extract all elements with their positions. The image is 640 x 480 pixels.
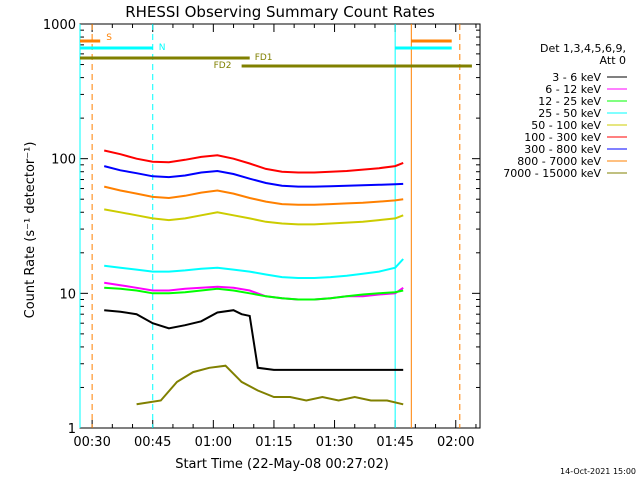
y-tick-label: 1 — [68, 422, 76, 437]
x-tick-label: 01:15 — [255, 435, 292, 450]
plot-frame — [79, 23, 481, 429]
legend-label: 800 - 7000 keV — [517, 155, 601, 168]
x-axis-label: Start Time (22-May-08 00:27:02) — [175, 457, 389, 472]
x-tick-label: 00:30 — [73, 435, 110, 450]
series-line — [104, 286, 404, 301]
y-axis-label: Count Rate (s⁻¹ detector⁻¹) — [23, 142, 38, 319]
series-line — [104, 309, 404, 371]
series-line — [104, 208, 404, 226]
x-tick-label: 01:00 — [195, 435, 232, 450]
segment-bar-label: S — [106, 33, 112, 43]
y-tick-label: 10 — [59, 287, 76, 302]
series-line — [104, 281, 404, 301]
tick-marks — [80, 23, 480, 429]
segment-bars: S N FD1 FD2 — [80, 33, 472, 71]
segment-bar-label: FD2 — [214, 61, 232, 71]
series-lines — [103, 149, 404, 406]
series-line — [104, 258, 404, 279]
x-tick-label: 02:00 — [437, 435, 474, 450]
x-tick-label: 01:30 — [316, 435, 353, 450]
legend-label: 100 - 300 keV — [524, 131, 601, 144]
y-tick-label: 100 — [51, 153, 76, 168]
legend-header: Att 0 — [600, 54, 626, 67]
series-line — [136, 364, 404, 406]
series-line — [103, 185, 404, 206]
legend-label: 7000 - 15000 keV — [503, 167, 601, 180]
tick-labels: 00:30 00:45 01:00 01:15 01:30 01:45 02:00 1 10 10… — [43, 18, 475, 450]
segment-bar-label: N — [159, 43, 166, 53]
y-tick-label: 1000 — [43, 18, 76, 33]
legend-header: Det 1,3,4,5,6,9, — [540, 42, 626, 55]
legend-label: 12 - 25 keV — [538, 95, 601, 108]
legend-label: 25 - 50 keV — [538, 107, 601, 120]
x-tick-label: 01:45 — [376, 435, 413, 450]
legend-label: 300 - 800 keV — [524, 143, 601, 156]
chart-title: RHESSI Observing Summary Count Rates — [125, 3, 435, 21]
series-line — [103, 165, 404, 188]
series-line — [103, 149, 404, 174]
segment-boundaries — [79, 24, 461, 428]
legend-label: 50 - 100 keV — [531, 119, 601, 132]
legend-label: 3 - 6 keV — [552, 71, 601, 84]
footer-date: 14-Oct-2021 15:00 — [560, 467, 636, 476]
segment-bar-label: FD1 — [255, 53, 273, 63]
x-tick-label: 00:45 — [134, 435, 171, 450]
legend-label: 6 - 12 keV — [545, 83, 601, 96]
